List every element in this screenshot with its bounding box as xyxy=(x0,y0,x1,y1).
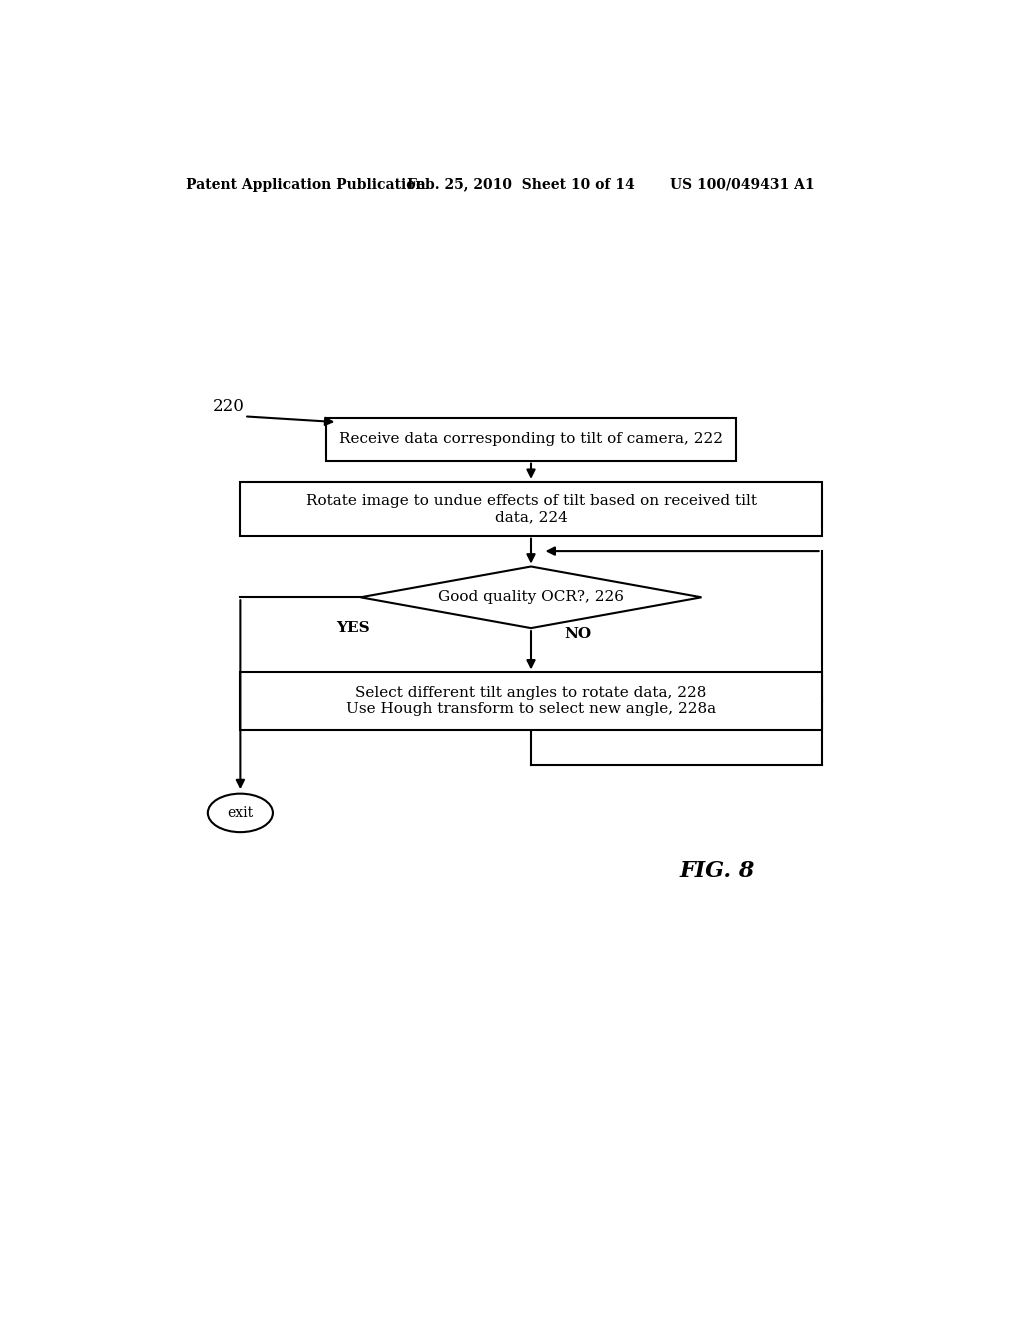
Text: YES: YES xyxy=(336,622,370,635)
Text: Patent Application Publication: Patent Application Publication xyxy=(186,178,426,191)
Text: Receive data corresponding to tilt of camera, 222: Receive data corresponding to tilt of ca… xyxy=(339,433,723,446)
Text: NO: NO xyxy=(564,627,591,642)
Text: Select different tilt angles to rotate data, 228
Use Hough transform to select n: Select different tilt angles to rotate d… xyxy=(346,686,716,717)
Polygon shape xyxy=(360,566,701,628)
Text: Good quality OCR?, 226: Good quality OCR?, 226 xyxy=(438,590,624,605)
FancyBboxPatch shape xyxy=(241,672,821,730)
Text: FIG. 8: FIG. 8 xyxy=(679,859,755,882)
Text: US 100/049431 A1: US 100/049431 A1 xyxy=(671,178,815,191)
Ellipse shape xyxy=(208,793,273,832)
Text: Rotate image to undue effects of tilt based on received tilt
data, 224: Rotate image to undue effects of tilt ba… xyxy=(305,494,757,524)
Text: 220: 220 xyxy=(213,397,245,414)
FancyBboxPatch shape xyxy=(326,418,736,461)
Text: exit: exit xyxy=(227,807,253,820)
FancyBboxPatch shape xyxy=(241,482,821,536)
Text: Feb. 25, 2010  Sheet 10 of 14: Feb. 25, 2010 Sheet 10 of 14 xyxy=(407,178,635,191)
